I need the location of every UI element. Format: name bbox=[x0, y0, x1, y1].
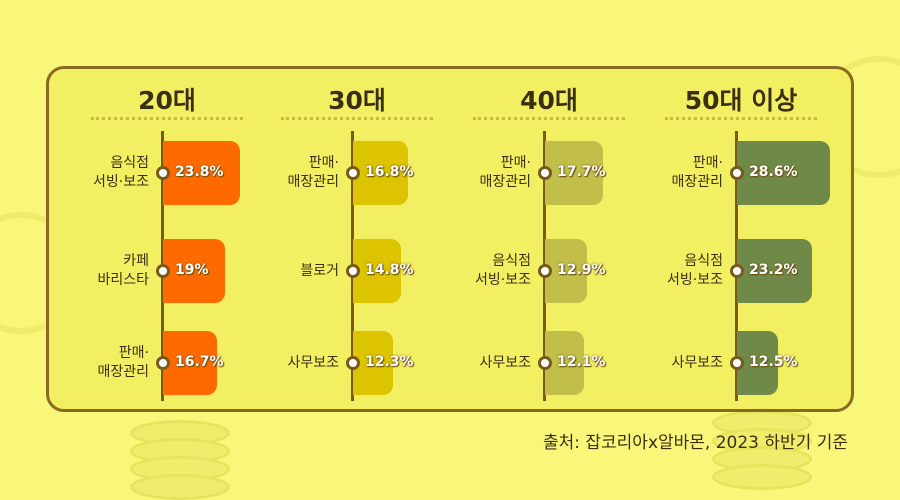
category-label: 판매· 매장관리 bbox=[479, 155, 531, 190]
bar bbox=[737, 141, 830, 205]
value-label: 23.8% bbox=[175, 164, 224, 180]
axis-marker bbox=[156, 264, 170, 278]
value-label: 16.8% bbox=[365, 164, 414, 180]
source-note: 출처: 잡코리아x알바몬, 2023 하반기 기준 bbox=[542, 433, 848, 453]
value-label: 12.1% bbox=[557, 354, 606, 370]
bar bbox=[353, 239, 402, 303]
axis-marker bbox=[156, 356, 170, 370]
value-label: 19% bbox=[175, 262, 209, 278]
dotted-divider bbox=[91, 117, 243, 120]
bar bbox=[163, 239, 225, 303]
bar bbox=[737, 239, 813, 303]
axis-marker bbox=[730, 166, 744, 180]
axis-marker bbox=[730, 264, 744, 278]
category-label: 판매· 매장관리 bbox=[97, 345, 149, 380]
axis-marker bbox=[538, 264, 552, 278]
bar bbox=[163, 331, 218, 395]
category-label: 음식점 서빙·보조 bbox=[93, 155, 149, 190]
value-label: 14.8% bbox=[365, 262, 414, 278]
category-label: 판매· 매장관리 bbox=[287, 155, 339, 190]
value-label: 17.7% bbox=[557, 164, 606, 180]
axis-marker bbox=[156, 166, 170, 180]
category-label: 카페 바리스타 bbox=[97, 253, 149, 288]
group-title: 50대 이상 bbox=[684, 86, 798, 115]
axis-marker bbox=[346, 264, 360, 278]
axis-marker bbox=[538, 166, 552, 180]
dotted-divider bbox=[473, 117, 625, 120]
group-title: 40대 bbox=[520, 86, 578, 115]
category-label: 사무보조 bbox=[287, 354, 339, 371]
value-label: 16.7% bbox=[175, 354, 224, 370]
dotted-divider bbox=[665, 117, 817, 120]
axis-marker bbox=[346, 356, 360, 370]
dotted-divider bbox=[281, 117, 433, 120]
group-title: 30대 bbox=[328, 86, 386, 115]
category-label: 사무보조 bbox=[479, 354, 531, 371]
value-label: 23.2% bbox=[749, 262, 798, 278]
group-title: 20대 bbox=[138, 86, 196, 115]
bar bbox=[163, 141, 241, 205]
bar bbox=[545, 141, 603, 205]
axis-marker bbox=[538, 356, 552, 370]
category-label: 판매· 매장관리 bbox=[671, 155, 723, 190]
category-label: 음식점 서빙·보조 bbox=[475, 253, 531, 288]
bar bbox=[353, 141, 408, 205]
value-label: 12.3% bbox=[365, 354, 414, 370]
category-label: 블로거 bbox=[300, 262, 339, 279]
category-label: 사무보조 bbox=[671, 354, 723, 371]
value-label: 12.9% bbox=[557, 262, 606, 278]
axis-marker bbox=[730, 356, 744, 370]
value-label: 28.6% bbox=[749, 164, 798, 180]
category-label: 음식점 서빙·보조 bbox=[667, 253, 723, 288]
axis-marker bbox=[346, 166, 360, 180]
value-label: 12.5% bbox=[749, 354, 798, 370]
